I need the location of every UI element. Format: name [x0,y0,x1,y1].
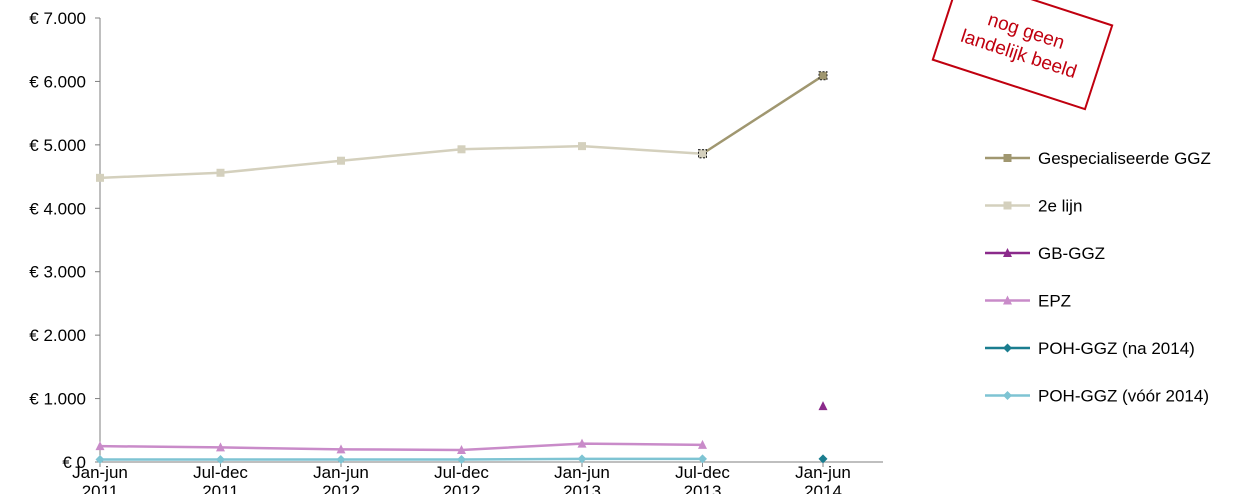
y-tick-label: € 0 [62,453,86,472]
series-1 [96,142,707,182]
data-point [216,168,225,177]
y-tick-label: € 2.000 [29,326,86,345]
data-point [96,173,104,182]
annotation-stamp-border [931,0,1114,111]
y-tick-label: € 7.000 [29,9,86,28]
legend-item: 2e lijn [985,197,1082,216]
data-point [698,439,707,449]
y-tick-label: € 5.000 [29,136,86,155]
series-4 [818,454,828,464]
axes: € 0 € 1.000 € 2.000 € 3.000 € 4.000 € 5.000 € … [29,9,883,494]
x-tick-label: Jul-dec [434,463,489,482]
legend-label: EPZ [1038,292,1071,311]
series-5 [95,454,707,464]
legend-swatch-marker [1003,343,1012,353]
x-tick-label: 2013 [684,482,722,494]
data-point [577,454,587,464]
y-tick-label: € 1.000 [29,390,86,409]
legend-item: GB-GGZ [985,244,1105,263]
data-point [698,149,707,159]
legend-swatch-marker [1003,391,1012,400]
x-tick-label: Jul-dec [675,463,730,482]
legend-item: Gespecialiseerde GGZ [985,149,1211,168]
x-tick-label: Jan-jun [313,463,369,482]
legend-item: EPZ [985,292,1071,311]
y-tick-label: € 4.000 [29,199,86,218]
series-line [99,442,703,452]
legend-swatch-marker [1003,248,1012,257]
series-0 [698,71,828,159]
data-point [336,444,346,454]
series-layer [95,71,828,464]
legend-swatch-marker [1003,295,1012,305]
series-line [701,74,824,155]
x-tick-label: 2012 [443,482,481,494]
x-tick-label: 2011 [82,482,119,494]
data-point [95,441,105,451]
data-point [457,145,466,154]
data-point [95,454,105,464]
legend-label: POH-GGZ (na 2014) [1038,339,1195,358]
x-tick-label: 2014 [804,482,842,494]
x-tick-label: Jan-jun [795,463,851,482]
data-point [578,142,586,151]
data-point [216,454,225,464]
annotation-stamp: nog geen landelijk beeld [931,0,1114,111]
data-point [577,438,587,448]
y-tick-label: € 6.000 [29,72,86,91]
data-point [336,454,346,464]
x-tick-label: Jan-jun [72,463,128,482]
legend-item: POH-GGZ (na 2014) [985,339,1195,358]
legend-swatch-marker [1003,154,1012,162]
y-tick-label: € 3.000 [29,263,86,282]
x-tick-label: Jan-jun [554,463,610,482]
data-point [337,156,345,165]
legend-label: Gespecialiseerde GGZ [1038,149,1211,168]
data-point [818,401,828,411]
data-point [216,442,225,452]
data-point [818,71,828,81]
legend-swatch-marker [1003,201,1012,210]
data-point [698,454,707,464]
x-tick-label: 2012 [322,482,360,494]
data-point [457,454,466,464]
legend: Gespecialiseerde GGZ 2e lijn GB-GGZ EPZ POH-… [985,149,1211,406]
series-2 [818,401,828,411]
x-tick-label: Jul-dec [193,463,248,482]
data-point [818,454,828,464]
legend-label: 2e lijn [1038,197,1082,216]
legend-label: GB-GGZ [1038,244,1105,263]
series-line [100,457,703,461]
series-3 [95,438,707,454]
legend-label: POH-GGZ (vóór 2014) [1038,387,1209,406]
data-point [457,444,466,454]
x-tick-label: 2013 [563,482,601,494]
x-tick-label: 2011 [202,482,239,494]
series-line [99,144,703,180]
legend-item: POH-GGZ (vóór 2014) [985,387,1209,406]
